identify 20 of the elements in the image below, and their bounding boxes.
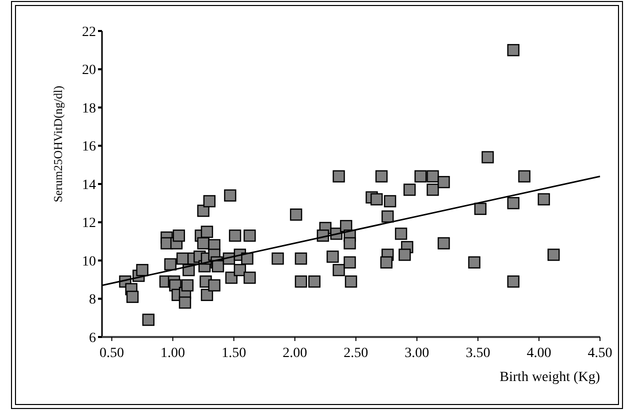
x-tick-label: 3.00 [404, 346, 430, 361]
x-tick-label: 4.50 [588, 346, 612, 361]
x-tick-label: 2.00 [282, 346, 308, 361]
y-axis-title: Serum25OHVitD(ng/dl) [51, 86, 65, 202]
y-tick-label: 20 [82, 63, 96, 78]
x-tick-label: 2.50 [344, 346, 368, 361]
y-tick-label: 18 [82, 101, 96, 116]
y-tick-label: 6 [89, 330, 96, 346]
y-tick-label: 16 [82, 140, 96, 155]
x-axis-title: Birth weight (Kg) [500, 370, 600, 385]
x-tick-label: 1.50 [222, 346, 246, 361]
x-tick-label: 1.00 [160, 346, 186, 361]
y-tick-label: 22 [82, 24, 96, 40]
x-tick-label: 3.50 [466, 346, 490, 361]
y-tick-label: 14 [82, 178, 96, 193]
y-tick-label: 10 [82, 254, 96, 270]
y-tick-label: 8 [89, 292, 96, 308]
x-tick-label: 0.50 [100, 346, 124, 361]
x-tick-label: 4.00 [526, 346, 552, 361]
y-tick-label: 12 [82, 216, 96, 232]
